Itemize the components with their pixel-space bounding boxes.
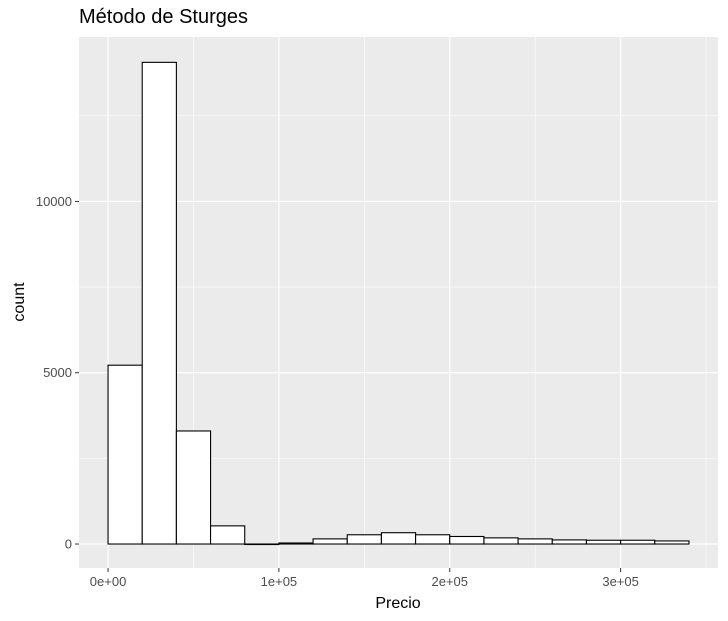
histogram-bar [483, 537, 519, 545]
x-tick-label: 0e+00 [90, 574, 127, 589]
histogram-bar [654, 540, 690, 545]
histogram-bar [107, 364, 143, 545]
histogram-bar [585, 539, 622, 545]
y-tick-label: 10000 [36, 194, 72, 209]
x-tick-label: 2e+05 [431, 574, 468, 589]
histogram-bar [141, 61, 177, 545]
histogram-bar [551, 539, 587, 545]
chart-title: Método de Sturges [79, 6, 248, 28]
histogram-bars [107, 61, 690, 546]
x-tick-label: 3e+05 [602, 574, 639, 589]
histogram-bar [517, 538, 553, 545]
histogram-bar [415, 534, 451, 545]
histogram-bar [380, 532, 417, 545]
histogram-bar [210, 525, 246, 545]
y-tick-label: 5000 [43, 365, 72, 380]
y-tick-label: 0 [65, 537, 72, 552]
x-axis-ticks: 0e+00 1e+05 2e+05 3e+05 [90, 568, 639, 589]
histogram-bar [312, 538, 348, 545]
histogram-bar [278, 542, 314, 545]
histogram-bar [449, 535, 485, 545]
x-axis-title: Precio [375, 595, 420, 612]
x-tick-label: 1e+05 [261, 574, 298, 589]
histogram-bar [175, 430, 212, 545]
histogram-bar [244, 543, 280, 546]
histogram-bar [346, 534, 382, 545]
histogram-bar [620, 539, 656, 545]
y-axis-title: count [11, 282, 28, 322]
y-axis-ticks: 0 5000 10000 [36, 194, 79, 552]
